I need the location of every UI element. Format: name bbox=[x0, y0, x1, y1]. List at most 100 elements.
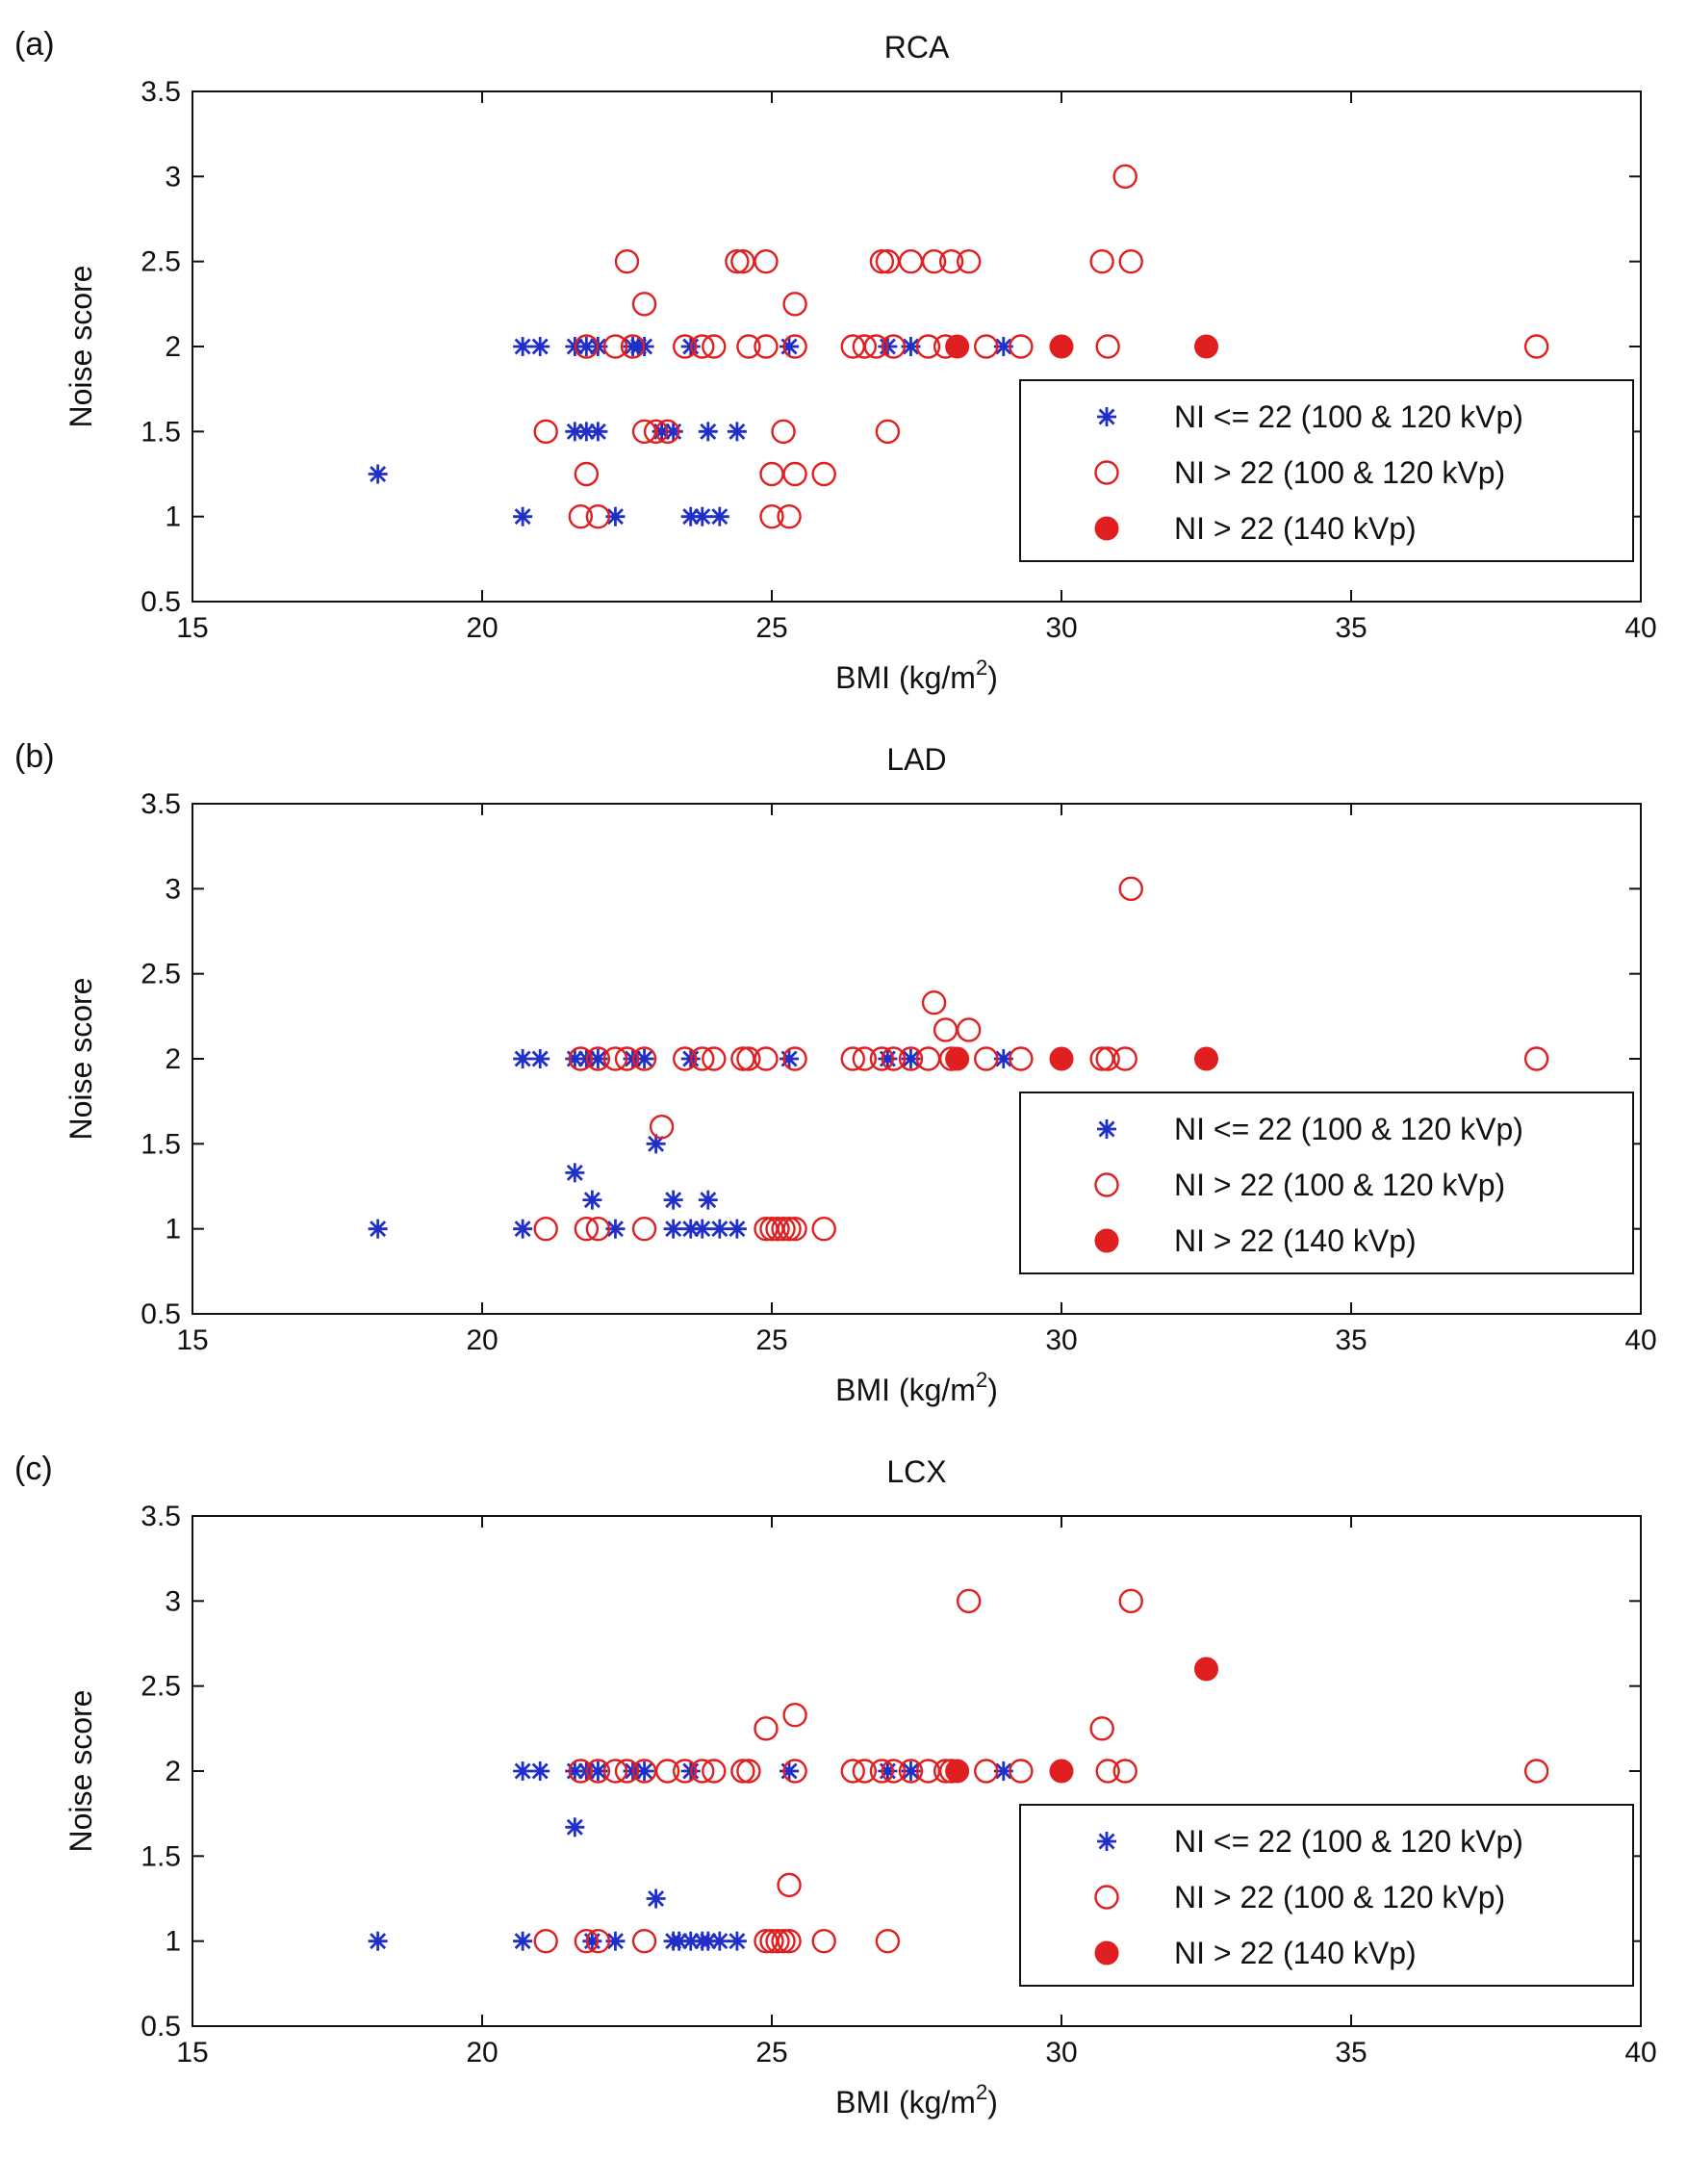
data-point bbox=[1523, 334, 1549, 359]
legend-marker-star bbox=[1097, 1832, 1116, 1851]
data-point bbox=[730, 248, 755, 274]
x-axis-label: BMI (kg/m2) bbox=[835, 655, 998, 695]
x-axis-label-superscript: 2 bbox=[976, 1368, 987, 1392]
data-point bbox=[782, 292, 807, 317]
data-point bbox=[620, 334, 646, 359]
data-point bbox=[582, 1931, 602, 1951]
data-point bbox=[663, 1190, 683, 1210]
x-axis-label-close: ) bbox=[987, 2085, 998, 2120]
data-point bbox=[574, 1928, 600, 1954]
x-axis-label: BMI (kg/m2) bbox=[835, 2080, 998, 2120]
data-point bbox=[1194, 1657, 1218, 1682]
data-point bbox=[782, 461, 807, 487]
data-point bbox=[782, 1046, 807, 1071]
legend-entry: NI > 22 (140 kVp) bbox=[1174, 1936, 1417, 1970]
data-point bbox=[759, 1928, 784, 1954]
data-point bbox=[602, 334, 628, 359]
data-point bbox=[811, 1216, 836, 1242]
data-point bbox=[736, 334, 761, 359]
data-point bbox=[811, 1928, 836, 1954]
data-point bbox=[692, 506, 712, 527]
data-point bbox=[585, 1046, 611, 1071]
data-point bbox=[765, 1928, 790, 1954]
panel-label: (b) bbox=[14, 738, 55, 775]
x-tick-label: 20 bbox=[466, 2037, 498, 2068]
data-point bbox=[771, 419, 796, 445]
data-point bbox=[533, 1216, 558, 1242]
data-point bbox=[727, 1219, 747, 1239]
data-point bbox=[565, 1163, 585, 1183]
chart-panel: (b) LAD 15 20 25 30 35 40 0.5 1 1.5 2 2.5 3 3.5 BMI (kg… bbox=[14, 738, 1657, 1407]
data-point bbox=[933, 1017, 959, 1042]
data-point bbox=[780, 1049, 800, 1068]
data-point bbox=[698, 422, 718, 442]
series-open_circle bbox=[533, 1588, 1549, 1954]
data-point bbox=[881, 334, 907, 359]
data-point bbox=[533, 419, 558, 445]
data-point bbox=[1118, 248, 1143, 274]
x-axis-label-superscript: 2 bbox=[976, 655, 987, 680]
data-point bbox=[878, 1049, 898, 1068]
data-point bbox=[974, 1759, 999, 1784]
data-point bbox=[692, 1219, 712, 1239]
data-point bbox=[945, 334, 970, 359]
data-point bbox=[863, 334, 889, 359]
data-point bbox=[915, 334, 941, 359]
data-point bbox=[771, 1928, 796, 1954]
series-open_circle bbox=[533, 164, 1549, 529]
x-tick-label: 15 bbox=[176, 2037, 208, 2068]
legend-box bbox=[1019, 1092, 1634, 1274]
data-point bbox=[690, 1046, 715, 1071]
data-point bbox=[1089, 1046, 1114, 1071]
data-point bbox=[530, 1049, 550, 1068]
legend-entry: NI > 22 (100 & 120 kVp) bbox=[1174, 455, 1505, 490]
series-filled_circle bbox=[945, 1046, 1218, 1071]
x-axis-label-superscript: 2 bbox=[976, 2080, 987, 2104]
x-tick-label: 15 bbox=[176, 1324, 208, 1356]
data-point bbox=[368, 1219, 388, 1239]
data-point bbox=[574, 1216, 600, 1242]
data-point bbox=[727, 1931, 747, 1951]
data-point bbox=[702, 1046, 727, 1071]
data-point bbox=[530, 1761, 550, 1781]
data-point bbox=[1194, 334, 1218, 359]
y-tick-label: 2 bbox=[165, 1756, 181, 1787]
data-point bbox=[759, 503, 784, 529]
data-point bbox=[898, 1046, 924, 1071]
data-point bbox=[878, 1761, 898, 1781]
x-tick-label: 35 bbox=[1335, 612, 1367, 644]
y-tick-label: 2.5 bbox=[141, 1671, 181, 1703]
y-tick-label: 0.5 bbox=[141, 586, 181, 618]
data-point bbox=[1049, 334, 1074, 359]
data-point bbox=[568, 503, 594, 529]
data-point bbox=[727, 422, 747, 442]
data-point bbox=[852, 1046, 878, 1071]
y-tick-label: 1.5 bbox=[141, 416, 181, 448]
data-point bbox=[605, 1931, 626, 1951]
y-tick-label: 1 bbox=[165, 1926, 181, 1958]
data-point bbox=[673, 334, 698, 359]
data-point bbox=[869, 248, 895, 274]
data-point bbox=[730, 1046, 755, 1071]
chart-title: RCA bbox=[884, 30, 950, 64]
legend: NI <= 22 (100 & 120 kVp) NI > 22 (100 & 1… bbox=[1019, 1804, 1634, 1987]
data-point bbox=[368, 464, 388, 484]
legend-entry: NI <= 22 (100 & 120 kVp) bbox=[1174, 1824, 1523, 1859]
data-point bbox=[840, 1046, 865, 1071]
series-star bbox=[368, 337, 1013, 527]
x-axis-label-close: ) bbox=[987, 660, 998, 695]
x-tick-label: 20 bbox=[466, 612, 498, 644]
data-point bbox=[1089, 248, 1114, 274]
legend-marker-open_circle bbox=[1094, 1885, 1119, 1910]
data-point bbox=[654, 419, 680, 445]
legend-entry: NI <= 22 (100 & 120 kVp) bbox=[1174, 399, 1523, 434]
y-tick-label: 2 bbox=[165, 1043, 181, 1075]
data-point bbox=[915, 1046, 941, 1071]
data-point bbox=[565, 1817, 585, 1837]
data-point bbox=[690, 1759, 715, 1784]
y-tick-label: 3 bbox=[165, 161, 181, 193]
data-point bbox=[811, 461, 836, 487]
data-point bbox=[777, 1216, 802, 1242]
data-point bbox=[673, 1046, 698, 1071]
data-point bbox=[574, 461, 600, 487]
